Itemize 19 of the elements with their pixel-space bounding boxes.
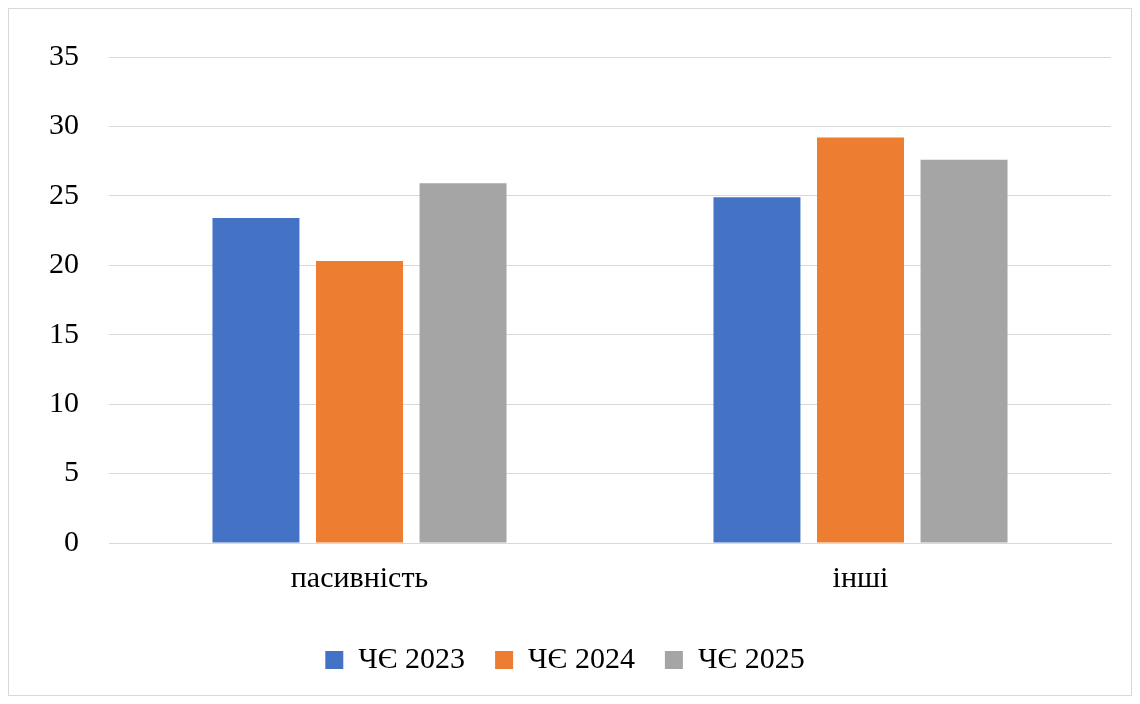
x-tick-label: пасивність [290,559,429,593]
y-tick-label: 15 [49,315,79,349]
y-tick-label: 25 [49,176,79,210]
bar [419,183,507,543]
y-tick-label: 10 [49,385,79,419]
bar [817,137,904,543]
bar [713,197,801,543]
y-tick-label: 5 [64,454,79,488]
y-tick-label: 30 [49,107,79,141]
y-tick-label: 0 [64,523,79,557]
x-tick-label: інші [832,559,889,593]
legend-label: ЧЄ 2025 [697,640,805,674]
legend-label: ЧЄ 2023 [358,640,466,674]
y-tick-label: 20 [49,246,79,280]
bar [316,261,403,543]
y-tick-label: 35 [49,37,79,71]
legend-label: ЧЄ 2024 [528,640,635,674]
bar [920,159,1008,543]
bar [212,218,300,543]
